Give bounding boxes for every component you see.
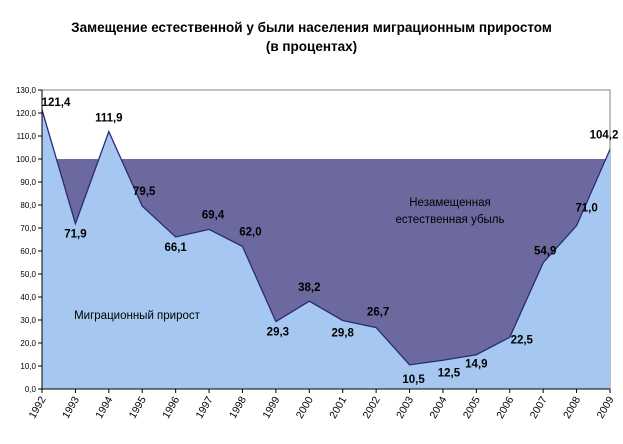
data-labels: 121,4 71,9 111,9 79,5 66,1 69,4 62,0 29,3 38,2 29…	[42, 97, 619, 386]
y-tick-label: 10,0	[20, 362, 36, 371]
y-tick-label: 70,0	[20, 224, 36, 233]
data-label: 79,5	[133, 186, 156, 198]
data-label: 104,2	[590, 129, 619, 141]
data-label: 111,9	[95, 113, 123, 125]
y-tick-label: 90,0	[20, 178, 36, 187]
data-label: 14,9	[465, 359, 487, 371]
x-tick-label: 1996	[160, 394, 182, 420]
y-tick-label: 60,0	[20, 247, 36, 256]
x-tick-label: 2005	[461, 394, 483, 420]
chart-title-line2: (в процентах)	[265, 39, 358, 54]
x-tick-label: 2002	[361, 394, 383, 420]
x-tick-label: 2006	[494, 394, 516, 420]
x-tick-label: 1993	[60, 394, 82, 420]
data-label: 66,1	[164, 242, 187, 254]
y-tick-label: 50,0	[20, 270, 36, 279]
data-label: 10,5	[402, 374, 425, 386]
data-label: 62,0	[239, 226, 261, 238]
data-label: 12,5	[438, 367, 461, 379]
migration-annotation: Миграционный прирост	[74, 310, 201, 322]
x-tick-label: 2003	[394, 394, 416, 420]
x-tick-label: 2007	[528, 394, 550, 420]
data-label: 69,4	[202, 209, 225, 221]
data-label: 26,7	[367, 307, 389, 319]
x-tick-label: 1992	[27, 394, 49, 420]
data-label: 38,2	[298, 282, 320, 294]
annotations: Миграционный прирост Незамещенная естестве…	[74, 197, 504, 322]
data-label: 22,5	[511, 334, 534, 346]
x-tick-label: 1999	[260, 394, 282, 420]
migration-area	[42, 109, 610, 389]
y-tick-label: 0,0	[25, 385, 37, 394]
data-label: 121,4	[42, 97, 71, 109]
x-tick-label: 1994	[93, 394, 115, 420]
x-tick-label: 2008	[561, 394, 583, 420]
x-tick-label: 2009	[595, 394, 617, 420]
y-tick-label: 110,0	[17, 132, 37, 141]
y-tick-label: 120,0	[16, 109, 37, 118]
x-tick-label: 1998	[227, 394, 249, 420]
y-tick-label: 80,0	[20, 201, 36, 210]
data-label: 71,0	[575, 203, 597, 215]
unreplaced-annotation-line1: Незамещенная	[409, 197, 490, 209]
y-tick-label: 130,0	[16, 86, 37, 95]
x-tick-label: 2001	[327, 394, 349, 420]
x-tick-label: 1995	[127, 394, 149, 420]
data-label: 29,3	[267, 327, 289, 339]
chart-title-line1: Замещение естественной у были населения …	[71, 20, 552, 35]
plot-area	[41, 89, 611, 390]
x-tick-label: 2000	[294, 394, 316, 420]
y-tick-label: 20,0	[20, 339, 36, 348]
x-tick-label: 1997	[194, 394, 216, 420]
unreplaced-annotation-line2: естественная убыль	[395, 214, 504, 226]
data-label: 54,9	[534, 246, 556, 258]
data-label: 29,8	[332, 327, 355, 339]
y-tick-label: 30,0	[20, 316, 36, 325]
series-line	[41, 109, 611, 366]
y-tick-label: 40,0	[20, 293, 36, 302]
data-label: 71,9	[64, 229, 86, 241]
y-tick-label: 100,0	[16, 155, 37, 164]
chart-title: Замещение естественной у были населения …	[0, 18, 623, 56]
x-tick-label: 2004	[427, 394, 449, 420]
